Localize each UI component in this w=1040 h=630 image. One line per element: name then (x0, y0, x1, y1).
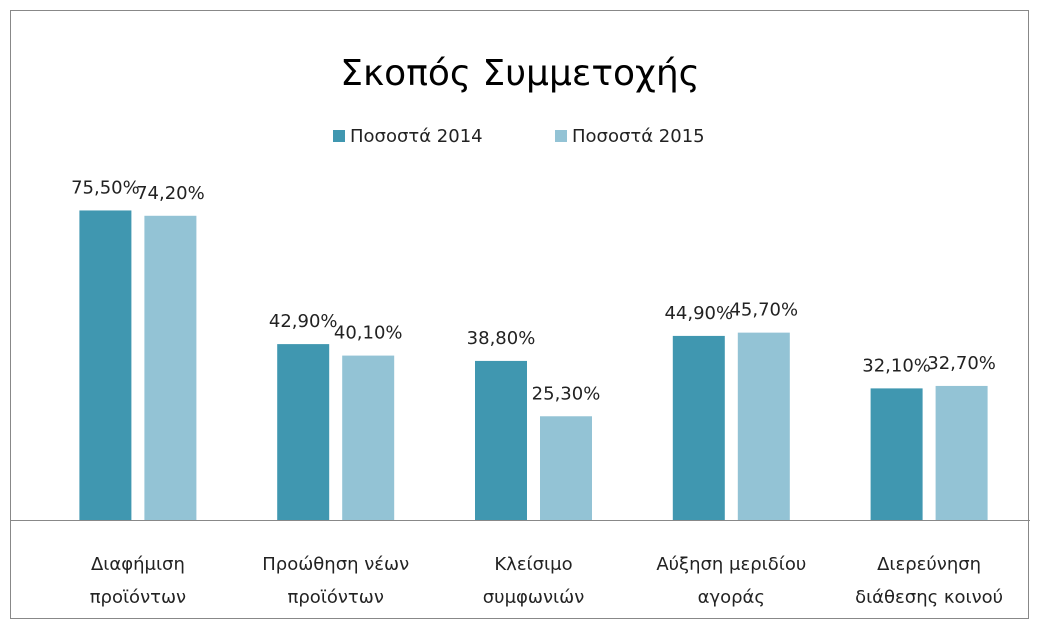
x-tick-label-line: αγοράς (698, 587, 765, 608)
data-label: 44,90% (664, 303, 733, 324)
bar (342, 355, 395, 520)
x-tick-label-line: συμφωνιών (483, 587, 585, 608)
legend-label: Ποσοστά 2015 (572, 126, 705, 147)
x-tick-label-line: Διαφήμιση (91, 554, 185, 575)
data-label: 42,90% (269, 311, 338, 332)
bar (672, 335, 725, 520)
data-label: 40,10% (334, 323, 403, 344)
legend-label: Ποσοστά 2014 (350, 126, 483, 147)
x-tick-label: Διερεύνηση διάθεσης κοινού (855, 554, 1003, 608)
bar (870, 388, 923, 520)
x-tick-label-line: διάθεσης κοινού (855, 587, 1003, 608)
x-tick-label-line: Διερεύνηση (877, 554, 981, 575)
x-tick-label-line: προϊόντων (90, 587, 186, 608)
x-tick-label-line: Προώθηση νέων (262, 554, 409, 575)
x-tick-label: Αύξηση μεριδίου αγοράς (656, 554, 806, 608)
data-label: 32,10% (862, 355, 931, 376)
bar (277, 344, 330, 520)
data-label: 32,70% (927, 353, 996, 374)
chart-title: Σκοπός Συμμετοχής (340, 53, 700, 94)
bar (144, 215, 197, 520)
bar (79, 210, 132, 520)
data-label: 38,80% (467, 328, 536, 349)
x-tick-label-line: προϊόντων (287, 587, 383, 608)
x-tick-label-line: Κλείσιμο (494, 554, 572, 575)
x-tick-label: Διαφήμιση προϊόντων (90, 554, 186, 608)
x-tick-label-line: Αύξηση μεριδίου (656, 554, 806, 575)
legend-swatch (555, 130, 567, 142)
bar (475, 360, 527, 520)
legend-swatch (333, 130, 345, 142)
bar (935, 385, 988, 520)
bar (737, 332, 790, 520)
x-tick-label: Προώθηση νέων προϊόντων (262, 554, 409, 608)
data-label: 75,50% (71, 177, 140, 198)
bar (540, 416, 592, 520)
data-label: 45,70% (729, 300, 798, 321)
data-label: 74,20% (136, 183, 205, 204)
x-tick-label: Κλείσιμο συμφωνιών (483, 554, 585, 608)
data-label: 25,30% (532, 383, 601, 404)
